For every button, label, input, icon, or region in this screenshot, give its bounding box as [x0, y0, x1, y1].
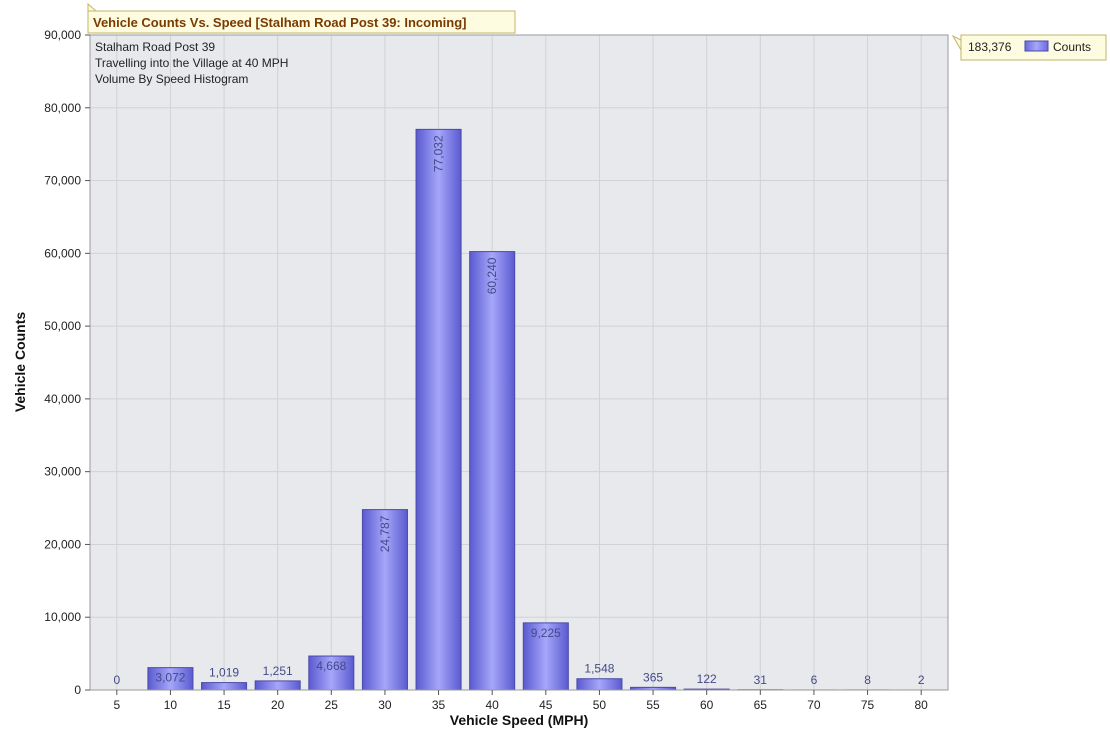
legend-swatch	[1024, 40, 1049, 52]
bar	[415, 128, 462, 691]
data-label: 6	[811, 673, 818, 687]
bar	[254, 680, 301, 691]
x-tick-label: 75	[861, 698, 875, 712]
data-label: 77,032	[432, 135, 446, 172]
data-label: 1,548	[584, 662, 614, 676]
y-axis-title: Vehicle Counts	[12, 312, 28, 413]
x-tick-label: 70	[807, 698, 821, 712]
data-label: 9,225	[531, 626, 561, 640]
data-label: 8	[864, 673, 871, 687]
x-tick-label: 55	[646, 698, 660, 712]
bar	[522, 622, 569, 691]
data-label: 60,240	[485, 257, 499, 294]
data-label: 122	[697, 672, 717, 686]
x-tick-label: 65	[754, 698, 768, 712]
data-label: 2	[918, 673, 925, 687]
x-tick-label: 60	[700, 698, 714, 712]
x-tick-label: 30	[378, 698, 392, 712]
bar	[201, 682, 248, 691]
y-axis-ticks: 0 10,000 20,000 30,000 40,000 50,000 60,000 70,…	[44, 28, 90, 697]
info-line-2: Travelling into the Village at 40 MPH	[95, 56, 288, 70]
data-label: 1,251	[263, 664, 293, 678]
y-tick-label: 90,000	[44, 28, 81, 42]
info-line-3: Volume By Speed Histogram	[95, 72, 248, 86]
y-tick-label: 0	[74, 683, 81, 697]
data-label: 1,019	[209, 666, 239, 680]
bar	[469, 251, 516, 691]
x-tick-label: 25	[325, 698, 339, 712]
x-tick-label: 45	[539, 698, 553, 712]
chart-title-tab	[87, 2, 98, 12]
x-tick-label: 35	[432, 698, 446, 712]
x-tick-label: 15	[217, 698, 231, 712]
bar	[576, 678, 623, 691]
legend-tab	[951, 34, 962, 52]
info-line-1: Stalham Road Post 39	[95, 40, 215, 54]
x-tick-label: 50	[593, 698, 607, 712]
data-label: 4,668	[316, 659, 346, 673]
chart-title: Vehicle Counts Vs. Speed [Stalham Road P…	[93, 15, 466, 30]
plot-area	[90, 35, 948, 690]
legend-total: 183,376	[968, 40, 1012, 54]
data-label: 31	[754, 673, 768, 687]
data-labels: 0 3,072 1,019 1,251 4,668 24,787 77,032 60,240 9…	[113, 135, 924, 687]
data-label: 0	[113, 673, 120, 687]
data-label: 3,072	[155, 671, 185, 685]
data-label: 365	[643, 670, 663, 684]
x-tick-label: 80	[915, 698, 929, 712]
legend-label: Counts	[1053, 40, 1091, 54]
x-tick-label: 40	[486, 698, 500, 712]
y-tick-label: 30,000	[44, 465, 81, 479]
chart-title-box	[87, 10, 516, 34]
y-tick-label: 20,000	[44, 537, 81, 551]
bars	[147, 128, 945, 691]
y-tick-label: 70,000	[44, 174, 81, 188]
x-tick-label: 10	[164, 698, 178, 712]
plot-border	[89, 34, 949, 691]
y-tick-label: 40,000	[44, 392, 81, 406]
x-tick-label: 20	[271, 698, 285, 712]
y-tick-label: 80,000	[44, 101, 81, 115]
x-axis-ticks: 5 10 15 20 25 30 35 40 45 50 55 60 65 70 75 80	[113, 690, 928, 712]
y-tick-label: 60,000	[44, 246, 81, 260]
x-axis-title: Vehicle Speed (MPH)	[450, 712, 588, 728]
x-tick-label: 5	[113, 698, 120, 712]
y-tick-label: 10,000	[44, 610, 81, 624]
data-label: 24,787	[378, 515, 392, 552]
y-tick-label: 50,000	[44, 319, 81, 333]
